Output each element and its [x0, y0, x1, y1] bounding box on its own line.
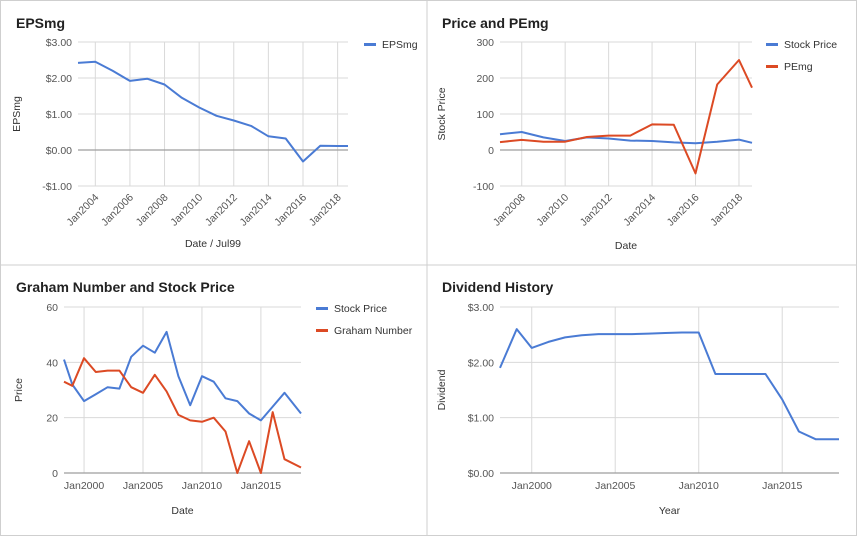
- legend-label: EPSmg: [382, 39, 418, 51]
- legend-label: Stock Price: [334, 303, 387, 315]
- y-axis-label: Dividend: [436, 369, 448, 410]
- y-tick-label: $1.00: [46, 109, 72, 121]
- y-tick-label: $2.00: [46, 73, 72, 85]
- y-tick-label: $0.00: [46, 145, 72, 157]
- series-line-pemg: [499, 59, 753, 175]
- y-tick-label: $3.00: [468, 302, 494, 314]
- series-line-graham-number: [63, 357, 302, 474]
- chart-title: EPSmg: [16, 15, 66, 31]
- chart-panel-dividend: Dividend History $0.00 $1.00 $2.00 $3.00 Jan…: [428, 266, 855, 534]
- legend-swatch: [316, 307, 328, 310]
- y-tick-label: $0.00: [468, 468, 494, 480]
- legend-label: PEmg: [784, 61, 813, 73]
- y-tick-label: 300: [476, 37, 494, 49]
- y-tick-label: 60: [46, 302, 58, 314]
- y-tick-label: $2.00: [468, 357, 494, 369]
- series-line-epsmg: [77, 60, 348, 163]
- legend-label: Stock Price: [784, 39, 837, 51]
- y-tick-label: 100: [476, 109, 494, 121]
- y-tick-label: -100: [473, 181, 494, 193]
- y-tick-label: -$1.00: [42, 181, 72, 193]
- chart-svg: 0 20 40 60 Jan2000 Jan2005 Jan2010 Jan2015 Date P…: [13, 302, 413, 517]
- legend-swatch: [364, 43, 376, 46]
- x-tick-label: Jan2015: [241, 480, 281, 492]
- chart-panel-price-pemg: Price and PEmg -100 0 100 200 300 Jan2008 Jan2…: [428, 2, 855, 264]
- y-tick-label: 200: [476, 73, 494, 85]
- series-line-stock-price: [499, 131, 753, 145]
- chart-svg: -$1.00$0.00$1.00$2.00$3.00Jan2004Jan2006…: [11, 37, 418, 250]
- chart-title: Price and PEmg: [442, 15, 549, 31]
- x-tick-label: Jan2010: [679, 480, 719, 492]
- y-axis-label: Stock Price: [436, 87, 448, 140]
- y-axis-label: Price: [13, 378, 25, 402]
- x-tick-label: Jan2005: [123, 480, 163, 492]
- x-axis-label: Date: [615, 240, 637, 252]
- x-axis-label: Year: [659, 505, 681, 517]
- x-tick-label: Jan2000: [512, 480, 552, 492]
- y-tick-label: $1.00: [468, 413, 494, 425]
- x-tick-label: Jan2005: [595, 480, 635, 492]
- y-tick-label: $3.00: [46, 37, 72, 49]
- chart-panel-epsmg: EPSmg -$1.00 $0.00 $1.00 $2.00 $3.00 Jan2004 J…: [2, 2, 426, 264]
- chart-title: Dividend History: [442, 279, 554, 295]
- series-line-stock-price: [63, 330, 302, 422]
- y-tick-label: 40: [46, 357, 58, 369]
- chart-panel-graham: Graham Number and Stock Price 0 20 40 60 Jan…: [2, 266, 426, 534]
- chart-svg: $0.00 $1.00 $2.00 $3.00 Jan2000 Jan2005 Jan201…: [436, 302, 839, 517]
- legend-swatch: [316, 329, 328, 332]
- y-tick-label: 0: [488, 145, 494, 157]
- series-line-dividend: [499, 328, 839, 441]
- x-axis-label: Date: [171, 505, 193, 517]
- y-tick-label: 0: [52, 468, 58, 480]
- x-axis-label: Date / Jul99: [185, 238, 241, 250]
- y-axis-label: EPSmg: [11, 96, 23, 132]
- x-tick-label: Jan2000: [64, 480, 104, 492]
- x-tick-label: Jan2010: [182, 480, 222, 492]
- chart-title: Graham Number and Stock Price: [16, 279, 235, 295]
- legend-swatch: [766, 65, 778, 68]
- x-tick-label: Jan2015: [762, 480, 802, 492]
- legend-label: Graham Number: [334, 325, 413, 337]
- legend-swatch: [766, 43, 778, 46]
- y-tick-label: 20: [46, 413, 58, 425]
